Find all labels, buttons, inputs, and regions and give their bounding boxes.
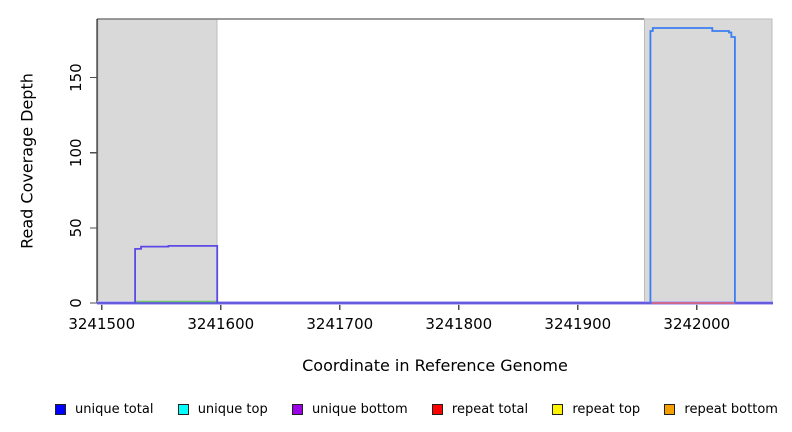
legend-item-unique-total: unique total <box>55 403 153 416</box>
y-tick-label: 0 <box>67 298 85 308</box>
legend-item-repeat-top: repeat top <box>552 403 640 416</box>
legend-swatch-icon <box>291 403 303 415</box>
legend-label: unique top <box>197 401 268 417</box>
x-tick-label: 3241900 <box>544 315 611 333</box>
y-axis-title: Read Coverage Depth <box>17 73 37 249</box>
x-tick-label: 3241700 <box>306 315 373 333</box>
legend-swatch-icon <box>55 403 66 415</box>
shaded-region <box>643 18 773 304</box>
left-coverage-peak <box>134 244 219 303</box>
x-tick-label: 3242000 <box>663 315 730 333</box>
legend-item-repeat-bottom: repeat bottom <box>664 403 778 416</box>
right-coverage-peak <box>649 27 736 303</box>
legend-swatch-icon <box>177 403 189 415</box>
x-tick-label: 3241500 <box>68 315 135 333</box>
legend-item-unique-bottom: unique bottom <box>291 401 408 417</box>
x-tick-label: 3241600 <box>187 315 254 333</box>
shaded-region <box>97 18 218 304</box>
y-tick-label: 150 <box>67 63 85 92</box>
y-tick-label: 100 <box>67 138 85 167</box>
legend-swatch-icon <box>431 403 443 415</box>
y-tick-label: 50 <box>67 218 85 237</box>
legend-item-repeat-total: repeat total <box>431 401 529 417</box>
legend-item-unique-top: unique top <box>177 401 268 417</box>
x-axis-title: Coordinate in Reference Genome <box>302 356 568 375</box>
legend-label: unique bottom <box>311 401 408 417</box>
x-tick-label: 3241800 <box>425 315 492 333</box>
legend-label: unique total <box>75 401 154 417</box>
legend-swatch-icon <box>552 403 564 415</box>
legend: unique total unique top unique bottom repea… <box>55 399 778 419</box>
legend-label: repeat total <box>451 401 529 417</box>
legend-label: repeat top <box>572 401 641 417</box>
legend-label: repeat bottom <box>684 401 778 417</box>
legend-swatch-icon <box>664 403 676 415</box>
